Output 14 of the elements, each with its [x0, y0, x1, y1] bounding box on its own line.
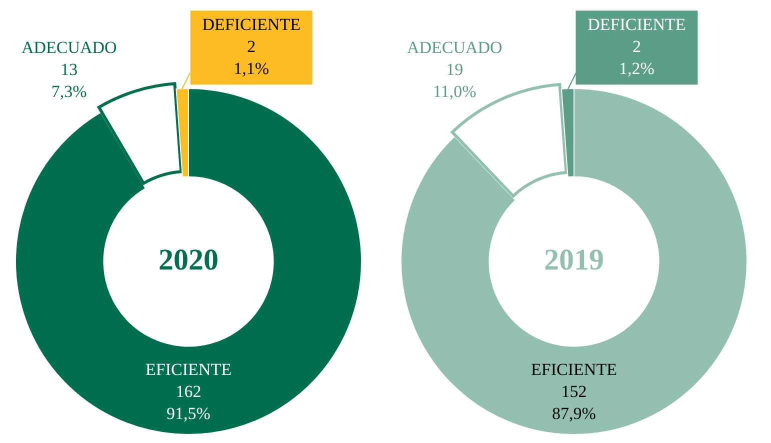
data-label: 2 1,1% — [234, 37, 270, 78]
data-label: 162 91,5% — [166, 382, 210, 423]
data-label: 2 1,2% — [619, 37, 654, 78]
text: 2019 — [544, 243, 604, 276]
slice-label: DEFICIENTE — [202, 15, 300, 34]
data-label: 19 11,0% — [432, 60, 476, 101]
text: 2020 — [158, 243, 218, 276]
data-label: 152 87,9% — [552, 382, 596, 423]
data-label: 13 7,3% — [51, 60, 87, 101]
slice-label: EFICIENTE — [531, 360, 617, 379]
slice-label: ADECUADO — [406, 38, 502, 57]
slice-label: ADECUADO — [21, 38, 117, 57]
slice-label: EFICIENTE — [146, 360, 232, 379]
slice-label: DEFICIENTE — [588, 15, 686, 34]
